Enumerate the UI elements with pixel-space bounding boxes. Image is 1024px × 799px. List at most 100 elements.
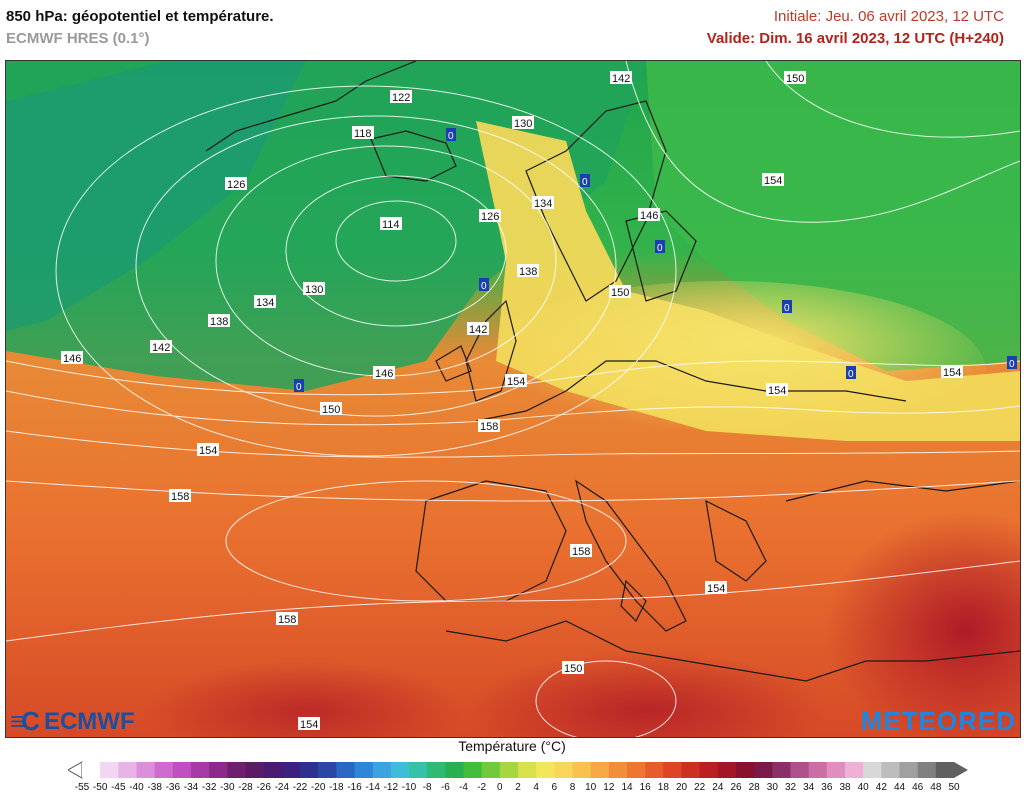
svg-text:138: 138 (210, 316, 228, 328)
legend-tick-label: -18 (329, 782, 344, 793)
hot-airmass-morocco (146, 661, 466, 737)
contour-label: 154 (762, 173, 784, 187)
contour-label: 134 (254, 295, 276, 309)
legend-swatch (354, 762, 374, 778)
header-left: 850 hPa: géopotentiel et température. EC… (6, 8, 274, 47)
svg-text:146: 146 (375, 368, 393, 380)
legend-swatch (772, 762, 791, 778)
legend-swatch (790, 762, 810, 778)
valid-time: Valide: Dim. 16 avril 2023, 12 UTC (H+24… (706, 30, 1004, 47)
legend-swatch (281, 762, 301, 778)
svg-text:142: 142 (612, 73, 630, 85)
zero-marker: 0 (446, 128, 456, 142)
legend-tick-label: -28 (238, 782, 253, 793)
legend-tick-label: 14 (621, 782, 633, 793)
svg-text:154: 154 (507, 376, 525, 388)
legend-swatch (917, 762, 937, 778)
ecmwf-logo: ≡C ECMWF (10, 706, 135, 737)
legend-tick-label: -8 (422, 782, 432, 793)
contour-label: 154 (941, 365, 963, 379)
svg-text:114: 114 (382, 219, 400, 231)
legend-swatch (82, 762, 101, 778)
svg-text:138: 138 (519, 266, 537, 278)
contour-label: 158 (478, 419, 500, 433)
legend-swatch (536, 762, 555, 778)
legend-swatch (409, 762, 428, 778)
contour-label: 150 (784, 71, 806, 85)
legend-tick-label: 50 (948, 782, 960, 793)
header-right: Initiale: Jeu. 06 avril 2023, 12 UTC Val… (707, 8, 1004, 47)
legend-tick-label: -34 (183, 782, 199, 793)
legend-swatch (645, 762, 664, 778)
contour-label: 146 (61, 351, 83, 365)
svg-text:0: 0 (784, 303, 790, 314)
legend-tick-label: -24 (274, 782, 290, 793)
svg-text:0: 0 (657, 243, 663, 254)
legend-tick-label: 40 (857, 782, 869, 793)
zero-marker: 0 (1007, 356, 1017, 370)
svg-text:130: 130 (305, 284, 323, 296)
legend-swatch (572, 762, 592, 778)
zero-marker: 0 (294, 379, 304, 393)
contour-labels: 142 150 122 118 130 126 114 154 134 126 … (61, 71, 963, 731)
contour-label: 142 (150, 340, 172, 354)
legend-tick-label: -10 (401, 782, 417, 793)
svg-text:126: 126 (481, 211, 499, 223)
legend-swatch (118, 762, 137, 778)
contour-label: 154 (505, 374, 527, 388)
legend-swatch (481, 762, 501, 778)
contour-label: 126 (225, 177, 247, 191)
legend-tick-label: -50 (92, 782, 108, 793)
weather-map[interactable]: 142 150 122 118 130 126 114 154 134 126 … (5, 60, 1021, 738)
contour-label: 142 (467, 322, 489, 336)
zero-isotherm-markers: 0 0 0 0 0 0 0 0 (294, 128, 1017, 393)
legend-swatch (172, 762, 192, 778)
legend-tick-label: 26 (730, 782, 742, 793)
legend-tick-label: 8 (569, 782, 576, 793)
legend-swatch (845, 762, 864, 778)
contour-label: 150 (320, 402, 342, 416)
ecmwf-mark-icon: ≡C (10, 706, 40, 736)
legend-tick-label: -26 (256, 782, 271, 793)
svg-text:158: 158 (278, 614, 296, 626)
legend-swatch (318, 762, 337, 778)
geopotential-contours (6, 61, 1020, 737)
legend-swatch (699, 762, 719, 778)
legend-tick-label: 34 (803, 782, 815, 793)
svg-text:134: 134 (534, 198, 552, 210)
svg-text:134: 134 (256, 297, 274, 309)
svg-text:158: 158 (572, 546, 590, 558)
contour-label: 150 (609, 285, 631, 299)
svg-text:154: 154 (764, 175, 782, 187)
zero-marker: 0 (580, 174, 590, 188)
svg-text:158: 158 (480, 421, 498, 433)
legend-tick-label: 22 (694, 782, 706, 793)
legend-tick-label: 48 (930, 782, 942, 793)
legend-swatch (372, 762, 392, 778)
legend-tick-label: -22 (292, 782, 308, 793)
legend-tick-label: 18 (657, 782, 669, 793)
contour-label: 142 (610, 71, 632, 85)
contour-label: 122 (390, 90, 412, 104)
legend-swatch (881, 762, 900, 778)
legend-swatch (499, 762, 519, 778)
zero-marker: 0 (782, 300, 792, 314)
legend-tick-label: -40 (129, 782, 144, 793)
contour-label: 118 (352, 126, 374, 140)
svg-text:158: 158 (171, 491, 189, 503)
svg-text:0: 0 (481, 281, 487, 292)
contour-label: 158 (169, 489, 191, 503)
legend-tick-label: 46 (912, 782, 924, 793)
legend-tick-label: -2 (477, 782, 487, 793)
contour-label: 126 (479, 209, 501, 223)
contour-label: 138 (208, 314, 230, 328)
legend-tick-label: -20 (310, 782, 326, 793)
legend-tick-label: -38 (147, 782, 162, 793)
svg-text:146: 146 (63, 353, 81, 365)
legend-swatch (336, 762, 355, 778)
legend-tick-label: 44 (893, 782, 906, 793)
legend-arrow-left (68, 761, 83, 779)
legend-swatch (554, 762, 573, 778)
contour-label: 146 (373, 366, 395, 380)
legend-swatch (445, 762, 464, 778)
